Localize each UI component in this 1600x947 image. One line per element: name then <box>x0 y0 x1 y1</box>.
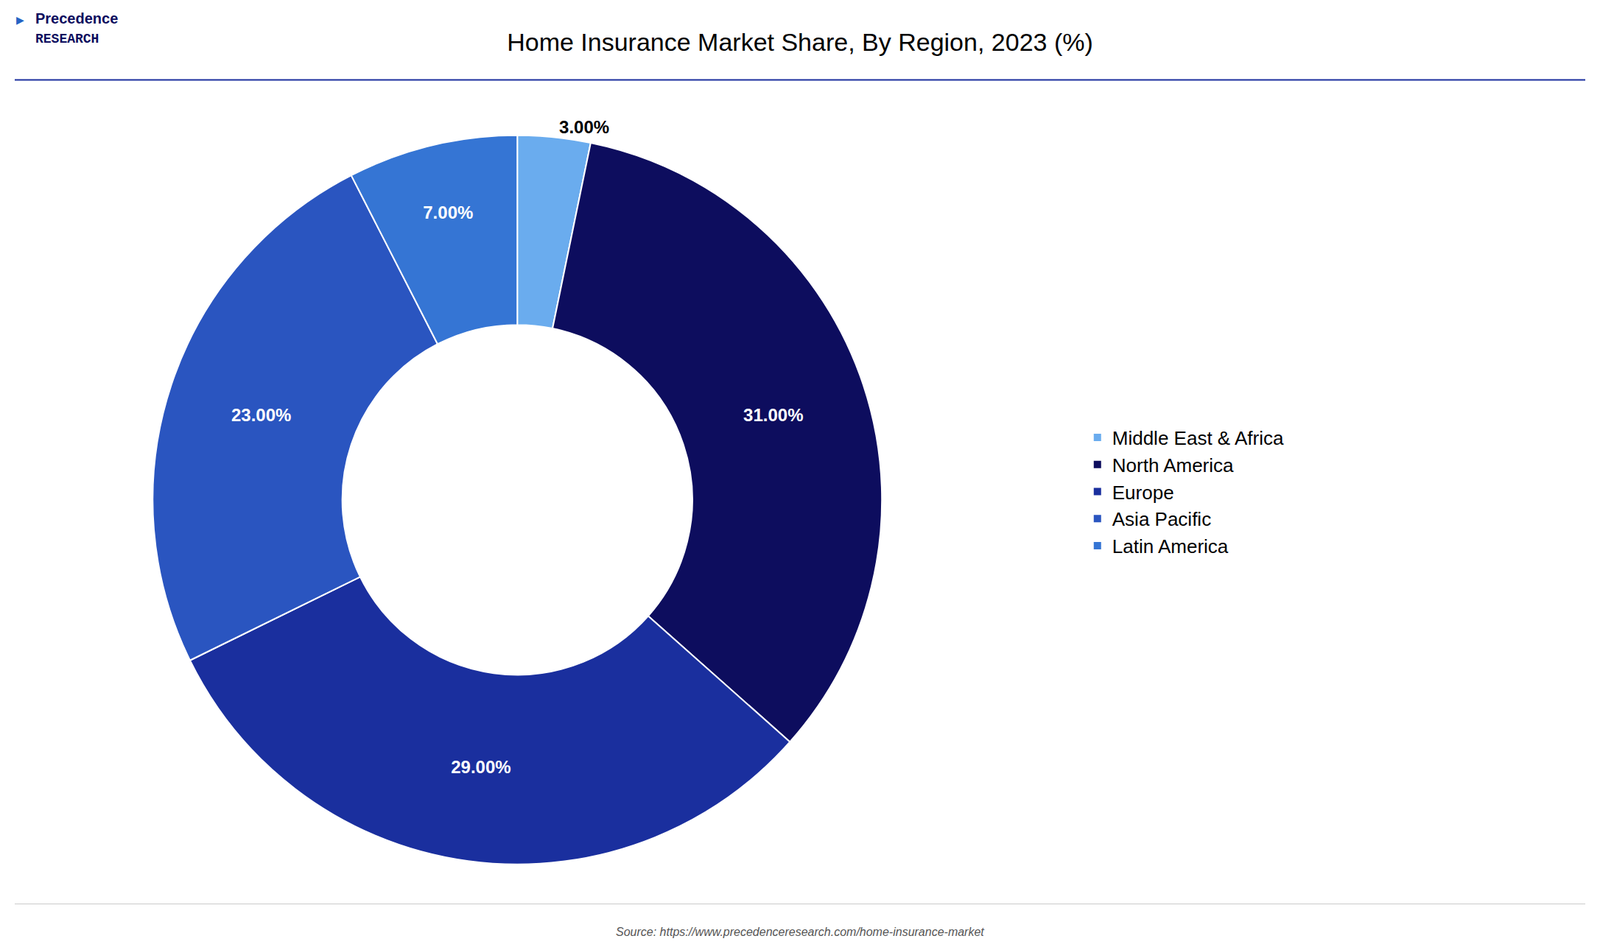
svg-text:31.00%: 31.00% <box>743 405 803 426</box>
svg-text:Source: https://www.precedence: Source: https://www.precedenceresearch.c… <box>615 925 985 939</box>
svg-text:Middle East & Africa: Middle East & Africa <box>1112 427 1284 450</box>
svg-text:Asia Pacific: Asia Pacific <box>1112 508 1212 531</box>
svg-text:North America: North America <box>1112 454 1234 477</box>
svg-text:Latin America: Latin America <box>1112 535 1229 558</box>
svg-text:Precedence: Precedence <box>35 10 118 27</box>
svg-text:7.00%: 7.00% <box>422 202 473 223</box>
svg-text:RESEARCH: RESEARCH <box>35 31 99 47</box>
svg-text:▶: ▶ <box>16 13 25 26</box>
svg-text:Europe: Europe <box>1112 481 1175 504</box>
svg-text:Home Insurance Market Share, B: Home Insurance Market Share, By Region, … <box>506 27 1094 56</box>
svg-text:29.00%: 29.00% <box>450 757 511 778</box>
svg-text:23.00%: 23.00% <box>231 405 291 426</box>
svg-text:3.00%: 3.00% <box>559 117 610 138</box>
